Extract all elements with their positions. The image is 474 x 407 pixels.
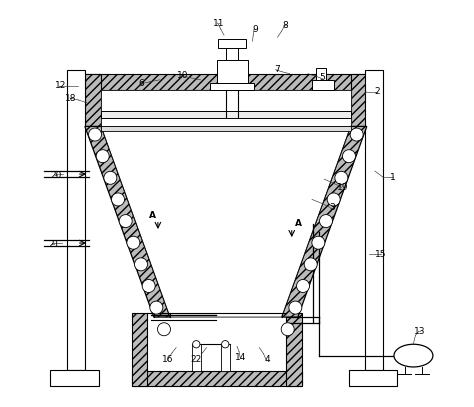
Circle shape [192,341,200,348]
Text: 22: 22 [191,355,202,364]
Bar [286,313,302,386]
Text: 12: 12 [55,81,66,90]
Circle shape [350,128,363,141]
Bar [351,74,367,127]
Bar [316,68,326,80]
Bar [210,83,255,90]
Bar [50,370,99,386]
Text: 13: 13 [414,327,425,336]
Bar [101,111,351,118]
Bar [312,80,334,90]
Bar [218,39,246,48]
Text: 4: 4 [264,355,270,364]
Circle shape [157,323,171,336]
Text: 8: 8 [283,20,289,30]
Text: 19: 19 [337,183,348,192]
Bar [101,90,351,127]
Circle shape [135,258,147,271]
Circle shape [319,214,332,228]
Circle shape [142,280,155,293]
Circle shape [111,193,125,206]
Text: 3: 3 [329,203,335,212]
Circle shape [127,236,140,249]
Text: 18: 18 [65,94,76,103]
Circle shape [335,171,348,184]
Circle shape [104,171,117,184]
Circle shape [119,214,132,228]
Bar [221,344,230,371]
Text: A: A [148,211,155,220]
Text: 14: 14 [236,353,247,362]
Circle shape [221,341,229,348]
Polygon shape [101,127,351,317]
Bar [132,313,147,386]
Polygon shape [282,127,367,317]
Bar [365,70,383,370]
Bar [101,127,351,131]
Circle shape [312,236,325,249]
Bar [217,60,247,83]
Bar [67,70,85,370]
Text: 20: 20 [51,171,62,179]
Text: A: A [295,219,301,228]
Bar [85,74,101,127]
Bar [85,74,367,90]
Text: 7: 7 [275,65,281,74]
Circle shape [327,193,340,206]
Text: 6: 6 [139,79,145,88]
Circle shape [89,128,101,141]
Circle shape [150,301,163,314]
Text: 21: 21 [48,240,59,249]
Circle shape [281,323,294,336]
Bar [227,48,238,60]
Bar [348,370,397,386]
Text: 10: 10 [176,71,188,80]
Text: 1: 1 [390,173,396,182]
Circle shape [289,301,302,314]
Circle shape [96,150,109,163]
Text: 16: 16 [162,355,174,364]
Circle shape [304,258,317,271]
Text: 2: 2 [374,88,380,96]
Text: 9: 9 [252,24,258,34]
Bar [132,371,302,386]
Circle shape [343,150,356,163]
Ellipse shape [394,344,433,367]
Text: 15: 15 [375,250,387,259]
Text: 11: 11 [213,18,225,28]
Circle shape [297,280,310,293]
Bar [192,344,201,371]
Polygon shape [85,127,170,317]
Text: 5: 5 [319,73,325,82]
